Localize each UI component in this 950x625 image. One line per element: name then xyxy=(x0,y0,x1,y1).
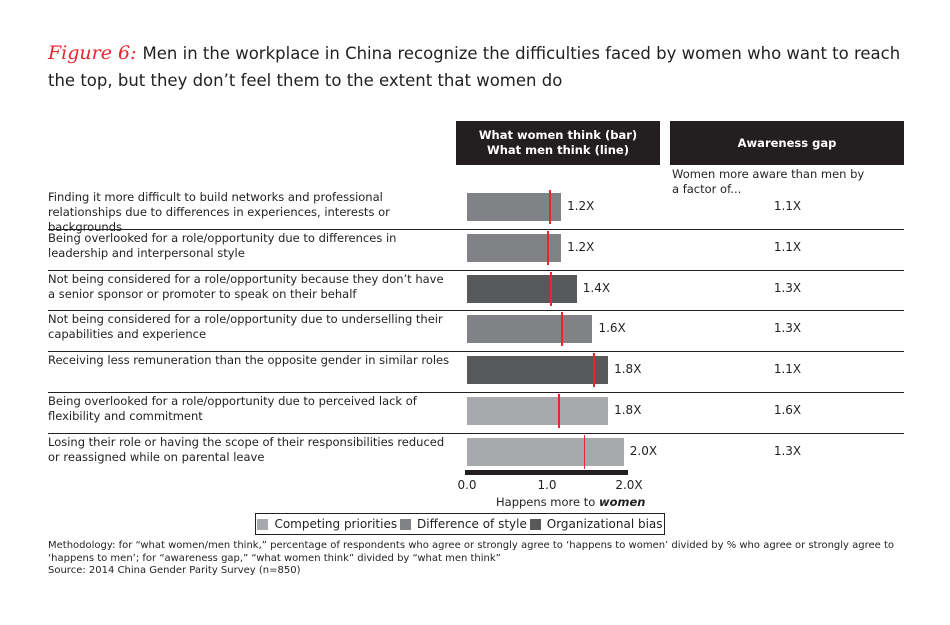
legend-swatch xyxy=(529,518,541,530)
x-tick: 2.0X xyxy=(615,478,643,492)
x-axis-title: Happens more to women xyxy=(496,495,645,509)
women-value-label: 1.2X xyxy=(567,239,595,254)
men-line xyxy=(583,434,586,469)
men-line xyxy=(558,394,560,428)
gap-header-text: Awareness gap xyxy=(737,135,837,150)
awareness-gap-value: 1.1X xyxy=(773,199,802,213)
awareness-gap-value: 1.3X xyxy=(773,443,802,458)
x-tick: 1.0 xyxy=(537,478,557,492)
row-label: Receiving less remuneration than the opp… xyxy=(48,353,450,368)
row-label: Finding it more difficult to build netwo… xyxy=(48,190,390,234)
legend-label: Difference of style xyxy=(417,517,527,531)
women-value-label: 1.4X xyxy=(582,280,611,295)
row-divider xyxy=(48,310,904,312)
think-header-line2: What men think (line) xyxy=(487,143,629,157)
row-divider xyxy=(48,351,904,353)
row-divider xyxy=(48,432,904,434)
title-text: Men in the workplace in China recognize … xyxy=(48,44,901,90)
row-divider xyxy=(48,228,904,230)
awareness-gap-value: 1.3X xyxy=(773,280,802,295)
women-value-label: 1.6X xyxy=(598,321,626,336)
think-header-line1: What women think (bar) xyxy=(478,128,638,142)
women-bar xyxy=(467,315,593,344)
women-bar xyxy=(467,356,609,385)
x-axis-title-prefix: Happens more to xyxy=(496,495,599,509)
women-value-label: 1.8X xyxy=(614,403,642,417)
figure-title: Figure 6: Men in the workplace in China r… xyxy=(48,40,918,94)
women-bar xyxy=(467,397,609,425)
gap-header: Awareness gap xyxy=(670,121,904,165)
methodology-note: Methodology: for “what women/men think,”… xyxy=(48,540,895,564)
legend-swatch xyxy=(257,518,269,530)
men-line xyxy=(561,312,563,347)
women-value-label: 1.2X xyxy=(567,199,595,213)
awareness-gap-value: 1.3X xyxy=(773,321,802,336)
source-note: Source: 2014 China Gender Parity Survey … xyxy=(48,565,301,576)
awareness-gap-value: 1.1X xyxy=(773,239,802,254)
row-label: Not being considered for a role/opportun… xyxy=(48,271,444,301)
row-label: Losing their role or having the scope of… xyxy=(48,434,445,464)
women-bar xyxy=(467,274,577,303)
legend-item-competing: Competing priorities xyxy=(257,517,397,531)
row-label: Being overlooked for a role/opportunity … xyxy=(48,394,417,423)
legend-label: Organizational bias xyxy=(546,517,663,531)
men-line xyxy=(547,230,549,265)
think-header: What women think (bar) What men think (l… xyxy=(456,121,660,165)
legend-swatch xyxy=(400,518,412,530)
x-axis-title-emph: women xyxy=(598,495,646,509)
men-line xyxy=(550,271,552,306)
women-bar xyxy=(467,233,562,262)
row-label: Not being considered for a role/opportun… xyxy=(48,312,443,342)
row-label: Being overlooked for a role/opportunity … xyxy=(48,230,397,260)
row-divider xyxy=(48,392,904,393)
legend-item-org: Organizational bias xyxy=(529,517,663,531)
legend: Competing priorities Difference of style… xyxy=(255,513,665,535)
women-value-label: 1.8X xyxy=(614,362,642,377)
men-line xyxy=(593,353,595,388)
x-axis xyxy=(465,470,628,475)
row-divider xyxy=(48,269,904,271)
awareness-gap-value: 1.6X xyxy=(773,403,802,417)
awareness-gap-value: 1.1X xyxy=(773,362,802,377)
figure-label: Figure 6: xyxy=(48,42,137,64)
x-tick: 0.0 xyxy=(457,478,477,492)
women-bar xyxy=(467,437,624,466)
women-bar xyxy=(467,193,562,221)
legend-item-style: Difference of style xyxy=(400,517,527,531)
women-value-label: 2.0X xyxy=(629,443,658,458)
legend-label: Competing priorities xyxy=(274,517,398,531)
gap-note: Women more aware than men by a factor of… xyxy=(672,167,865,196)
men-line xyxy=(549,190,551,224)
